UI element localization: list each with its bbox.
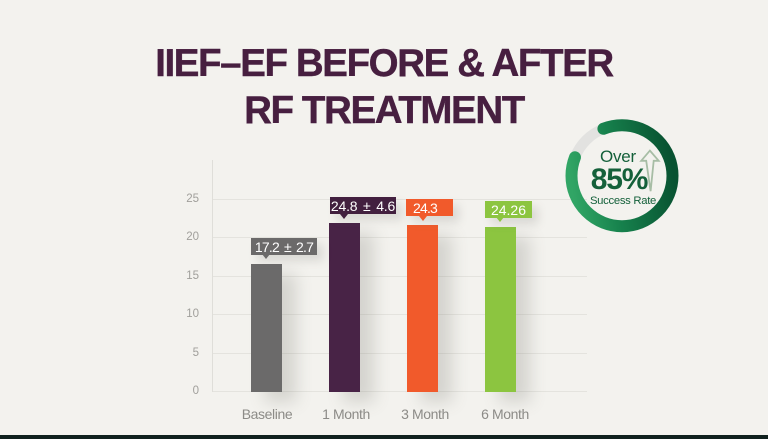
svg-text:Over: Over — [600, 147, 637, 166]
svg-text:Success Rate: Success Rate — [590, 195, 656, 207]
svg-text:85%: 85% — [591, 163, 648, 196]
